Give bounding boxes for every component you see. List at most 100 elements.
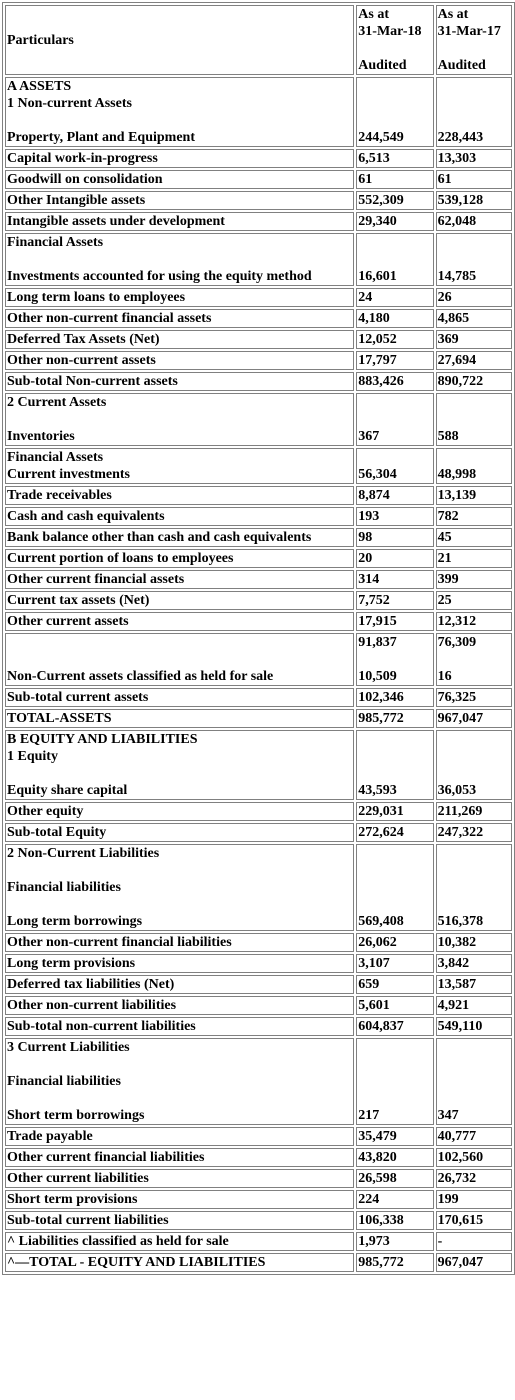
value-text: 106,338 [358,1212,431,1229]
value-2017-cell: 10,382 [436,933,512,952]
value-2018-cell: 61 [356,170,433,189]
value-text: 272,624 [358,824,431,841]
particulars-cell: Current portion of loans to employees [5,549,354,568]
value-text: 12,312 [438,613,510,630]
value-text: 36,053 [438,782,510,799]
value-text: 26,732 [438,1170,510,1187]
particulars-cell: 2 Current Assets Inventories [5,393,354,446]
table-row: 2 Current Assets Inventories 367 588 [5,393,512,446]
particulars-cell: Sub-total current assets [5,688,354,707]
table-row: Deferred Tax Assets (Net) 12,052 369 [5,330,512,349]
value-2018-cell: 98 [356,528,433,547]
particulars-label: Sub-total Equity [7,824,352,841]
value-text: 102,346 [358,689,431,706]
value-text: 3,107 [358,955,431,972]
value-text: 588 [438,428,510,445]
particulars-label: Sub-total current assets [7,689,352,706]
value-2018-cell: 16,601 [356,233,433,286]
spacer [7,651,352,668]
value-text: 102,560 [438,1149,510,1166]
value-text: 25 [438,592,510,609]
value-2018-cell: 883,426 [356,372,433,391]
header-col-2018: As at 31-Mar-18 Audited [356,5,433,75]
value-2017-cell: 516,378 [436,844,512,931]
particulars-cell: Intangible assets under development [5,212,354,231]
value-2018-cell: 244,549 [356,77,433,147]
spacer [7,896,352,913]
spacer [7,411,352,428]
particulars-cell: Other current assets [5,612,354,631]
value-2017-cell: 967,047 [436,1253,512,1272]
particulars-cell: Trade payable [5,1127,354,1146]
particulars-label: Other non-current financial liabilities [7,934,352,951]
value-text: 1,973 [358,1233,431,1250]
particulars-label: Deferred tax liabilities (Net) [7,976,352,993]
value-2017-cell: - [436,1232,512,1251]
spacer [7,862,352,879]
value-text: 314 [358,571,431,588]
particulars-label: ^—TOTAL - EQUITY AND LIABILITIES [7,1254,352,1271]
value-2018-cell: 4,180 [356,309,433,328]
particulars-cell: Long term loans to employees [5,288,354,307]
particulars-label: Sub-total Non-current assets [7,373,352,390]
value-text: 985,772 [358,1254,431,1271]
value-2017-cell: 369 [436,330,512,349]
particulars-label: Long term provisions [7,955,352,972]
value-2018-cell: 56,304 [356,448,433,484]
value-2018-cell: 29,340 [356,212,433,231]
value-text: 10,382 [438,934,510,951]
table-row: Sub-total current liabilities 106,338 170,… [5,1211,512,1230]
value-text: 217 [358,1107,431,1124]
table-row: Sub-total current assets 102,346 76,325 [5,688,512,707]
value-text: 211,269 [438,803,510,820]
particulars-label: Current investments [7,466,352,483]
particulars-label: TOTAL-ASSETS [7,710,352,727]
particulars-label: Other equity [7,803,352,820]
value-2017-cell: 199 [436,1190,512,1209]
table-row: A ASSETS 1 Non-current Assets Property, Pl… [5,77,512,147]
particulars-label: ^ Liabilities classified as held for sal… [7,1233,352,1250]
particulars-label: Inventories [7,428,352,445]
value-text: 890,722 [438,373,510,390]
particulars-cell: Sub-total Equity [5,823,354,842]
value-text: 224 [358,1191,431,1208]
value-2018-cell: 217 [356,1038,433,1125]
spacer [7,112,352,129]
particulars-label: Other current assets [7,613,352,630]
value-2017-cell: 228,443 [436,77,512,147]
table-row: 2 Non-Current Liabilities Financial liabi… [5,844,512,931]
value-text: 13,303 [438,150,510,167]
particulars-label: Long term loans to employees [7,289,352,306]
particulars-cell: ^—TOTAL - EQUITY AND LIABILITIES [5,1253,354,1272]
value-2018-cell: 272,624 [356,823,433,842]
value-text: 659 [358,976,431,993]
value-text: 24 [358,289,431,306]
value-2017-cell: 12,312 [436,612,512,631]
particulars-label: Financial Assets [7,449,352,466]
header-particulars: Particulars [5,5,354,75]
table-row: Current tax assets (Net) 7,752 25 [5,591,512,610]
value-2018-cell: 367 [356,393,433,446]
particulars-label: 1 Equity [7,748,352,765]
table-row: Sub-total non-current liabilities 604,837… [5,1017,512,1036]
value-2018-cell: 43,593 [356,730,433,800]
particulars-cell: Other current financial liabilities [5,1148,354,1167]
value-2017-cell: 4,865 [436,309,512,328]
value-text: 516,378 [438,913,510,930]
table-row: Long term provisions 3,107 3,842 [5,954,512,973]
value-text: 26,598 [358,1170,431,1187]
value-text: 16,601 [358,268,431,285]
value-2017-cell: 782 [436,507,512,526]
particulars-label: Cash and cash equivalents [7,508,352,525]
value-2018-cell: 314 [356,570,433,589]
particulars-cell: Sub-total current liabilities [5,1211,354,1230]
header-row: Particulars As at 31-Mar-18 Audited As a… [5,5,512,75]
value-text: 347 [438,1107,510,1124]
value-text: 193 [358,508,431,525]
value-text: 229,031 [358,803,431,820]
header-col-2018-gap [358,40,431,57]
particulars-cell: Sub-total Non-current assets [5,372,354,391]
particulars-cell: Deferred Tax Assets (Net) [5,330,354,349]
particulars-label: Other current financial assets [7,571,352,588]
particulars-label: Trade payable [7,1128,352,1145]
